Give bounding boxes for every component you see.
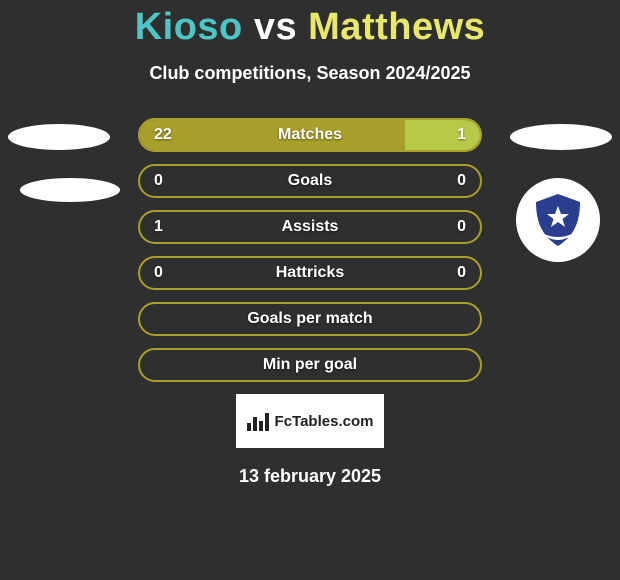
stat-row-matches: 22 Matches 1 — [138, 118, 482, 152]
bar-chart-icon — [247, 411, 269, 431]
subtitle: Club competitions, Season 2024/2025 — [0, 63, 620, 84]
stat-value-right: 0 — [457, 166, 466, 196]
site-logo: FcTables.com — [236, 394, 384, 448]
player1-club-badge-bottom — [20, 178, 120, 202]
date-label: 13 february 2025 — [138, 466, 482, 487]
player2-club-badge-bottom — [516, 178, 600, 262]
player2-club-badge-top — [510, 124, 612, 150]
stat-label: Goals — [140, 166, 480, 196]
stat-label: Goals per match — [140, 304, 480, 334]
site-logo-text: FcTables.com — [275, 413, 374, 430]
player1-name: Kioso — [135, 6, 243, 48]
stat-row-hattricks: 0 Hattricks 0 — [138, 256, 482, 290]
stat-label: Min per goal — [140, 350, 480, 380]
player2-name: Matthews — [308, 6, 485, 48]
stat-row-goals: 0 Goals 0 — [138, 164, 482, 198]
player1-club-badge-top — [8, 124, 110, 150]
page-title: Kioso vs Matthews — [0, 0, 620, 49]
vs-label: vs — [254, 6, 297, 48]
stats-container: 22 Matches 1 0 Goals 0 1 Assists 0 0 Hat… — [138, 118, 482, 487]
stat-value-right: 0 — [457, 258, 466, 288]
stat-label: Matches — [140, 120, 480, 150]
stat-value-right: 1 — [457, 120, 466, 150]
stat-label: Hattricks — [140, 258, 480, 288]
stat-label: Assists — [140, 212, 480, 242]
stat-row-goals-per-match: Goals per match — [138, 302, 482, 336]
stat-row-min-per-goal: Min per goal — [138, 348, 482, 382]
stat-value-right: 0 — [457, 212, 466, 242]
stat-row-assists: 1 Assists 0 — [138, 210, 482, 244]
shield-icon — [528, 190, 588, 250]
